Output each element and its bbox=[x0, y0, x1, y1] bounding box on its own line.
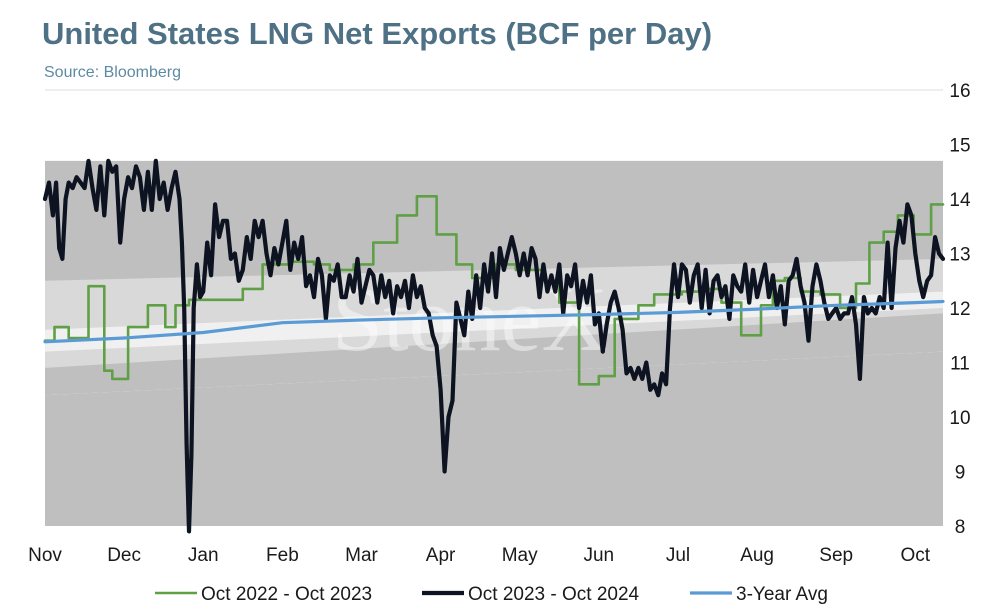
x-tick-label: Jun bbox=[583, 545, 614, 566]
x-tick-label: Aug bbox=[740, 545, 774, 566]
legend: Oct 2022 - Oct 2023 Oct 2023 - Oct 2024 3-… bbox=[155, 584, 828, 605]
y-tick-label: 9 bbox=[955, 463, 966, 484]
x-tick-label: Nov bbox=[28, 545, 62, 566]
chart-title: United States LNG Net Exports (BCF per D… bbox=[42, 16, 713, 51]
x-tick-label: Jan bbox=[188, 545, 219, 566]
y-tick-label: 12 bbox=[949, 299, 970, 320]
legend-label: 3-Year Avg bbox=[736, 584, 828, 605]
y-tick-label: 15 bbox=[949, 136, 970, 157]
x-tick-label: Apr bbox=[426, 545, 456, 566]
x-tick-label: Mar bbox=[345, 545, 378, 566]
chart-subtitle: Source: Bloomberg bbox=[44, 64, 181, 81]
band-inner bbox=[45, 291, 943, 352]
y-tick-label: 13 bbox=[949, 245, 970, 266]
series-line-1 bbox=[42, 158, 946, 534]
x-tick-label: Dec bbox=[107, 545, 141, 566]
legend-label: Oct 2022 - Oct 2023 bbox=[201, 584, 372, 605]
x-axis: Nov Dec Jan Feb Mar Apr May Jun Jul Aug Sep Oct bbox=[28, 545, 931, 566]
y-tick-label: 16 bbox=[949, 81, 970, 102]
x-tick-label: May bbox=[502, 545, 538, 566]
y-axis: 8 9 10 11 12 13 14 15 16 bbox=[949, 81, 971, 538]
y-tick-label: 14 bbox=[949, 190, 971, 211]
y-tick-label: 8 bbox=[955, 517, 966, 538]
series-line-2 bbox=[43, 299, 945, 344]
y-tick-label: 11 bbox=[950, 354, 970, 375]
x-tick-label: Jul bbox=[666, 545, 690, 566]
legend-label: Oct 2023 - Oct 2024 bbox=[468, 584, 640, 605]
x-tick-label: Feb bbox=[266, 545, 299, 566]
x-tick-label: Sep bbox=[819, 545, 853, 566]
band-floor bbox=[45, 351, 943, 526]
series-lines bbox=[42, 158, 946, 534]
y-tick-label: 10 bbox=[949, 408, 970, 429]
x-tick-label: Oct bbox=[901, 545, 931, 566]
